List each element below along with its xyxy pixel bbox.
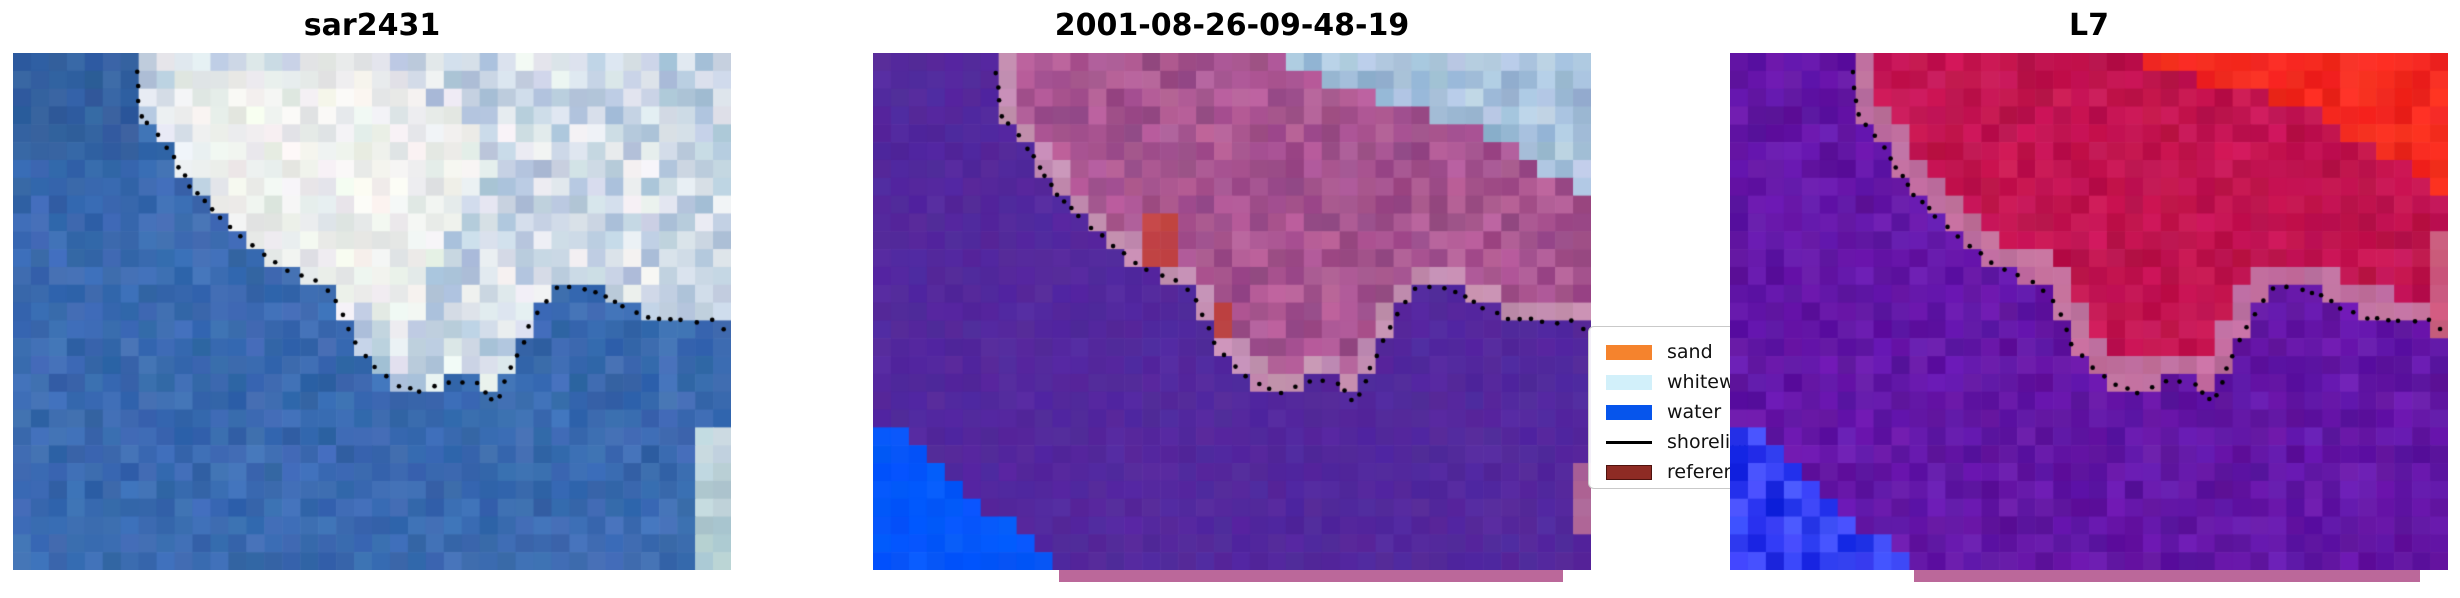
panel-image-classified-2001-08-26 bbox=[873, 53, 1591, 570]
panel-title-l7: L7 bbox=[2069, 8, 2109, 43]
panel-image-sar2431 bbox=[13, 53, 731, 570]
shoreline-line-swatch bbox=[1606, 440, 1652, 444]
legend-label: sand bbox=[1667, 341, 1713, 363]
water-color-swatch bbox=[1606, 404, 1652, 420]
reference-band-below-right-panel bbox=[1914, 570, 2420, 582]
panel-title-date: 2001-08-26-09-48-19 bbox=[1054, 8, 1410, 43]
legend-label: water bbox=[1667, 401, 1722, 423]
reference-color-swatch bbox=[1606, 464, 1652, 480]
panel-title-sar2431: sar2431 bbox=[303, 8, 441, 43]
panel-image-l7 bbox=[1730, 53, 2448, 570]
legend-item-water: water bbox=[1606, 397, 1819, 427]
whitewater-color-swatch bbox=[1606, 374, 1652, 390]
sand-color-swatch bbox=[1606, 344, 1652, 360]
legend-item-sand: sand bbox=[1606, 337, 1819, 367]
reference-band-below-middle-panel bbox=[1059, 570, 1563, 582]
